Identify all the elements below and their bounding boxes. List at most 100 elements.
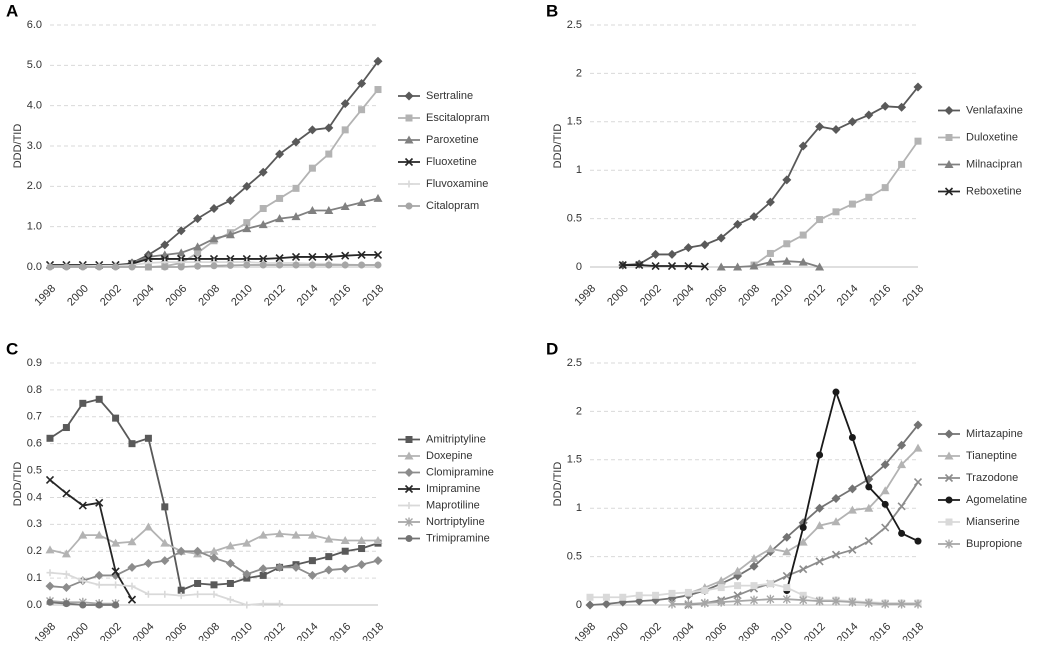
series-line [753, 140, 919, 266]
marker [307, 570, 317, 580]
marker [291, 562, 301, 572]
marker [815, 521, 825, 530]
marker [799, 595, 808, 605]
marker [194, 579, 202, 587]
legend-marker [945, 134, 953, 141]
marker [242, 224, 252, 233]
y-tick-label: 1.0 [27, 221, 42, 233]
y-tick-label: 5.0 [27, 59, 42, 71]
marker [94, 530, 104, 539]
marker [914, 599, 922, 609]
marker [325, 150, 333, 158]
marker [209, 553, 219, 563]
marker [357, 197, 367, 206]
marker [765, 544, 775, 553]
marker [94, 570, 104, 580]
legend-label: Trazodone [966, 472, 1018, 484]
marker [897, 440, 907, 450]
legend-label: Nortriptyline [426, 516, 485, 528]
marker [880, 460, 890, 470]
marker [194, 249, 202, 257]
marker [258, 220, 268, 229]
legend-label: Doxepine [426, 450, 472, 462]
y-tick-label: 0.5 [567, 213, 582, 225]
marker [374, 261, 382, 269]
marker [880, 101, 890, 111]
marker [324, 206, 334, 215]
legend-marker [944, 451, 954, 460]
marker [226, 579, 234, 587]
marker [291, 252, 301, 261]
marker [79, 601, 87, 609]
x-tick-label: 2016 [868, 621, 894, 641]
x-tick-label: 2006 [164, 283, 190, 309]
x-tick-label: 2016 [868, 283, 894, 309]
x-tick-label: 2010 [769, 621, 795, 641]
legend-marker [944, 160, 954, 168]
x-tick-label: 2002 [638, 621, 664, 641]
legend-marker [944, 473, 954, 483]
x-tick-label: 2016 [328, 283, 354, 309]
marker [716, 233, 726, 243]
marker [276, 600, 284, 608]
marker [243, 601, 251, 609]
marker [358, 261, 366, 269]
marker [79, 399, 87, 407]
marker [209, 234, 219, 243]
legend-marker [405, 502, 413, 509]
marker [225, 541, 235, 550]
x-tick-label: 2000 [65, 621, 91, 641]
marker [651, 249, 661, 259]
marker [61, 583, 71, 593]
marker [127, 562, 137, 572]
marker [684, 599, 693, 609]
marker [177, 586, 185, 594]
marker [635, 260, 644, 270]
y-tick-label: 3.0 [27, 140, 42, 152]
legend-marker [945, 518, 953, 526]
marker [897, 460, 907, 469]
marker [193, 242, 203, 251]
legend-label: Agomelatine [966, 494, 1027, 506]
marker [128, 440, 136, 448]
marker [276, 194, 284, 202]
marker [782, 532, 792, 542]
marker [717, 584, 725, 592]
marker [292, 261, 300, 269]
legend-marker [944, 187, 954, 196]
marker [831, 517, 841, 526]
x-tick-label: 1998 [32, 621, 58, 641]
marker [766, 249, 774, 257]
marker [341, 261, 349, 269]
legend-marker [404, 135, 414, 144]
y-tick-label: 0.1 [27, 572, 42, 584]
marker [766, 580, 774, 588]
marker [766, 594, 775, 604]
legend-marker [944, 429, 954, 439]
legend-label: Trimipramine [426, 532, 490, 544]
marker [243, 219, 251, 227]
y-tick-label: 1 [576, 502, 582, 514]
y-tick-label: 1 [576, 164, 582, 176]
marker [749, 561, 759, 571]
legend-label: Bupropione [966, 538, 1022, 550]
legend-label: Milnacipran [966, 158, 1022, 170]
marker [749, 261, 759, 270]
marker [717, 597, 726, 607]
marker [194, 262, 202, 270]
x-tick-label: 2010 [229, 621, 255, 641]
marker [733, 591, 742, 600]
marker [374, 86, 382, 94]
marker [815, 596, 824, 606]
marker [341, 251, 350, 260]
legend-label: Mianserine [966, 516, 1020, 528]
y-axis-label: DDD/TID [12, 462, 24, 507]
marker [782, 594, 791, 604]
panel: C DDD/TID 0.0 0.1 0.2 0.3 0.4 0.5 0.6 0.7 0.8 0.9 19… [6, 339, 494, 646]
marker [275, 149, 285, 159]
marker [341, 547, 349, 555]
marker [340, 535, 350, 544]
marker [308, 557, 316, 565]
series-line [622, 86, 919, 266]
marker [79, 263, 87, 271]
